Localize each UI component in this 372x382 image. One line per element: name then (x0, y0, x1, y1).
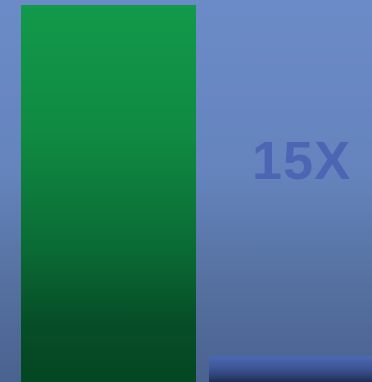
bar-small (209, 356, 372, 382)
bar-large (21, 5, 196, 382)
multiplier-label: 15X (252, 131, 352, 191)
